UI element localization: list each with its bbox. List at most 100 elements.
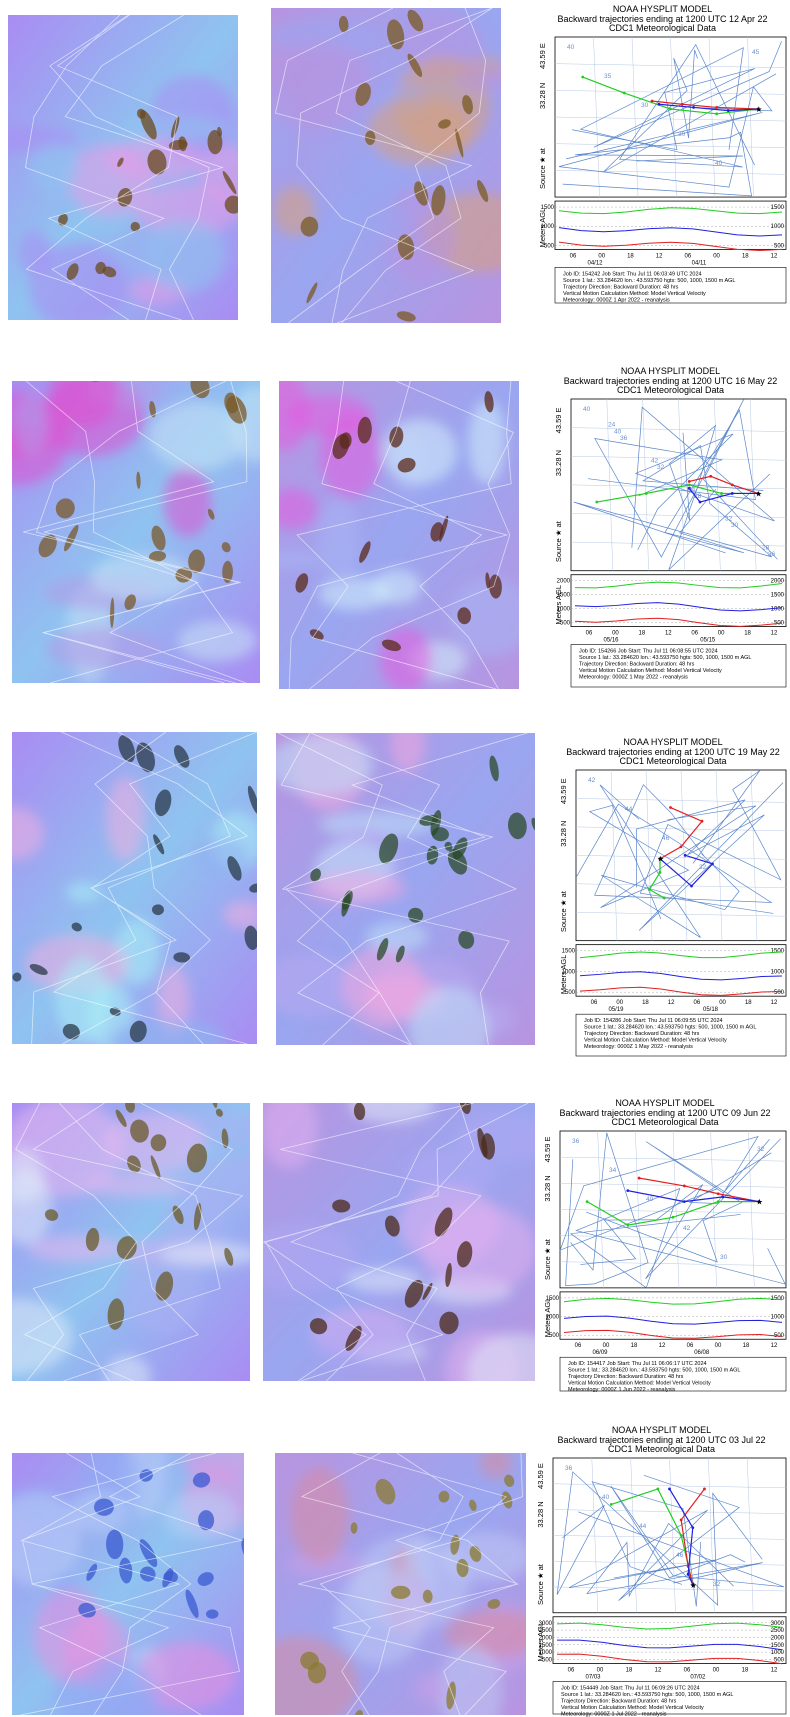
footer-line: Job ID: 154242 Job Start: Thu Jul 11 06:… <box>563 271 702 277</box>
time-tick-label: 00 <box>603 1343 610 1349</box>
map-grid-label: 36 <box>565 1465 573 1472</box>
source-label: Source ★ at <box>538 147 547 189</box>
map-grid-label: 40 <box>602 1494 610 1501</box>
time-tick-label: 00 <box>597 1667 604 1673</box>
height-profile <box>559 1291 787 1340</box>
blue-trajectory-point <box>692 106 695 109</box>
level-label: 1000 <box>541 224 555 230</box>
map-grid-label: 40 <box>583 406 591 413</box>
level-label: 2500 <box>539 1628 553 1634</box>
time-tick-label: 18 <box>744 631 751 637</box>
hysplit-subtitle: CDC1 Meteorological Data <box>611 1117 718 1127</box>
time-tick-label: 18 <box>743 1343 750 1349</box>
time-tick-label: 06 <box>575 1343 582 1349</box>
date-tick-label: 05/15 <box>700 638 716 644</box>
red-trajectory-point <box>703 1487 706 1491</box>
hysplit-title: Backward trajectories ending at 1200 UTC… <box>557 1435 765 1445</box>
profile-line <box>563 1329 783 1339</box>
map-grid-label: 44 <box>625 806 633 813</box>
red-trajectory-point <box>650 99 654 103</box>
time-tick-label: 18 <box>639 631 646 637</box>
red-trajectory-point <box>700 819 704 823</box>
map-grid-label: 44 <box>688 486 696 493</box>
time-tick-label: 00 <box>713 1667 720 1673</box>
latitude-label: 33.28 N <box>559 821 568 847</box>
time-tick-label: 00 <box>719 1000 726 1006</box>
level-label: 500 <box>544 243 555 249</box>
profile-line <box>574 602 783 612</box>
map-grid-label: 34 <box>609 1167 617 1174</box>
satellite-image-left <box>12 732 257 1044</box>
height-profile <box>575 944 787 997</box>
hysplit-panel: NOAA HYSPLIT MODEL Backward trajectories … <box>540 1098 790 1394</box>
map-grid-label: 42 <box>588 777 596 784</box>
map-grid-label: 28 <box>762 544 770 551</box>
level-label-right: 1500 <box>771 1296 785 1302</box>
green-trajectory-point <box>585 1200 589 1203</box>
footer-line: Vertical Motion Calculation Method: Mode… <box>561 1705 704 1711</box>
level-label-right: 1500 <box>771 205 785 211</box>
level-label-right: 3000 <box>771 1621 785 1627</box>
footer-line: Job ID: 154449 Job Start: Thu Jul 11 06:… <box>561 1685 700 1691</box>
time-tick-label: 12 <box>656 253 663 259</box>
latitude-label: 33.28 N <box>536 1501 545 1527</box>
time-tick-label: 06 <box>691 631 698 637</box>
footer-line: Meteorology: 0000Z 1 Jun 2022 - reanalys… <box>568 1387 676 1393</box>
red-trajectory-point <box>637 1176 641 1180</box>
red-trajectory-point <box>687 480 691 483</box>
trajectory-map <box>575 769 787 942</box>
date-tick-label: 07/03 <box>585 1674 601 1680</box>
blue-trajectory-point <box>698 500 702 504</box>
map-grid-label: 35 <box>604 73 612 80</box>
source-label: Source ★ at <box>554 520 563 562</box>
trajectory-map <box>570 398 787 572</box>
date-tick-label: 04/12 <box>587 260 603 266</box>
red-trajectory-point <box>679 845 683 849</box>
green-trajectory-point <box>679 1533 683 1537</box>
red-trajectory-point <box>669 806 672 809</box>
map-grid-label: 32 <box>699 864 707 871</box>
time-tick-label: 18 <box>745 1000 752 1006</box>
level-label: 1500 <box>562 949 576 955</box>
satellite-image-left <box>8 15 238 320</box>
info-box <box>570 644 787 688</box>
green-trajectory-point <box>715 112 719 116</box>
latitude-label: 33.28 N <box>543 1175 552 1201</box>
hysplit-model-title: NOAA HYSPLIT MODEL <box>613 4 712 14</box>
time-tick-label: 06 <box>687 1343 694 1349</box>
date-tick-label: 06/08 <box>694 1350 710 1356</box>
level-label-right: 500 <box>774 1657 785 1663</box>
y-axis-label: Meters AGL <box>559 955 568 995</box>
date-tick-label: 05/18 <box>703 1007 719 1013</box>
hysplit-subtitle: CDC1 Meteorological Data <box>608 1444 715 1454</box>
level-label-right: 2000 <box>771 1635 785 1641</box>
level-label: 1000 <box>546 1315 560 1321</box>
source-star-icon: ★ <box>690 1581 697 1590</box>
map-grid-label: 32 <box>757 1146 765 1153</box>
map-grid-label: 46 <box>676 1552 684 1559</box>
hysplit-panel: NOAA HYSPLIT MODEL Backward trajectories … <box>533 1425 790 1717</box>
time-tick-label: 12 <box>771 1000 778 1006</box>
satellite-image-right <box>276 733 535 1045</box>
blue-trajectory-point <box>726 109 730 113</box>
height-profile <box>554 200 787 250</box>
footer-line: Trajectory Direction: Backward Duration:… <box>563 284 679 290</box>
footer-line: Trajectory Direction: Backward Duration:… <box>561 1698 677 1704</box>
map-grid-label: 36 <box>768 551 776 558</box>
green-trajectory-point <box>622 91 626 95</box>
time-tick-label: 12 <box>668 1000 675 1006</box>
time-tick-label: 12 <box>659 1343 666 1349</box>
hysplit-panel: NOAA HYSPLIT MODEL Backward trajectories … <box>551 366 790 690</box>
footer-line: Trajectory Direction: Backward Duration:… <box>568 1374 684 1380</box>
hysplit-subtitle: CDC1 Meteorological Data <box>609 23 716 33</box>
level-label: 3000 <box>539 1621 553 1627</box>
blue-trajectory-point <box>657 102 661 106</box>
map-grid-label: 45 <box>752 49 760 56</box>
satellite-image-left <box>12 381 260 683</box>
profile-line <box>563 1315 783 1325</box>
map-grid-label: 40 <box>646 1196 654 1203</box>
time-tick-label: 12 <box>655 1667 662 1673</box>
blue-trajectory-point <box>687 486 691 490</box>
footer-line: Source 1 lat.: 33.284620 lon.: 43.593750… <box>563 278 735 284</box>
latitude-label: 33.28 N <box>538 83 547 109</box>
